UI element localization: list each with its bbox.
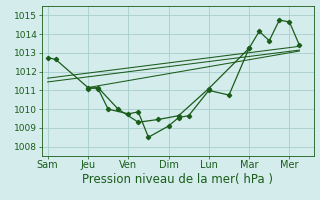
X-axis label: Pression niveau de la mer( hPa ): Pression niveau de la mer( hPa ) xyxy=(82,173,273,186)
